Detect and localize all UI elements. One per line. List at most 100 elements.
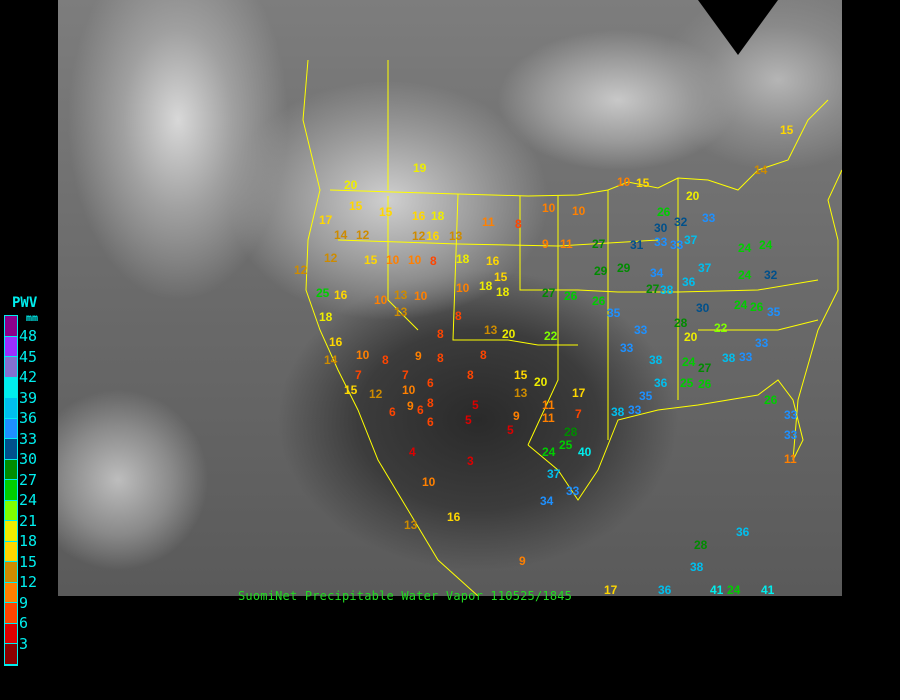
pwv-station-value: 27 xyxy=(646,282,660,296)
pwv-station-value: 24 xyxy=(542,445,556,459)
legend-label: 42 xyxy=(19,368,38,386)
pwv-station-value: 19 xyxy=(413,161,427,175)
pwv-station-value: 13 xyxy=(484,323,498,337)
pwv-station-value: 36 xyxy=(736,525,750,539)
pwv-station-value: 41 xyxy=(761,583,775,596)
pwv-station-value: 11 xyxy=(542,398,555,412)
legend-swatch xyxy=(5,439,17,460)
pwv-station-value: 6 xyxy=(427,376,434,390)
legend-label: 18 xyxy=(19,532,38,550)
legend-swatch xyxy=(5,623,17,644)
boundary-lines xyxy=(302,59,842,596)
pwv-station-value: 16 xyxy=(334,288,348,302)
legend-swatch xyxy=(5,541,17,562)
pacific-coast xyxy=(302,59,479,596)
pwv-station-value: 37 xyxy=(547,467,561,481)
pwv-station-value: 17 xyxy=(319,213,333,227)
pwv-station-value: 33 xyxy=(755,336,769,350)
pwv-station-value: 8 xyxy=(467,368,474,382)
pwv-station-value: 30 xyxy=(654,221,668,235)
pwv-station-value: 38 xyxy=(722,351,736,365)
pwv-station-value: 10 xyxy=(422,475,436,489)
pwv-station-value: 10 xyxy=(456,281,470,295)
map-caption: SuomiNet Precipitable Water Vapor 110525… xyxy=(238,589,573,603)
pwv-station-value: 15 xyxy=(780,123,794,137)
legend-title: PWV xyxy=(12,295,38,311)
pwv-station-value: 10 xyxy=(402,383,416,397)
pwv-station-value: 9 xyxy=(407,399,414,413)
legend-swatch xyxy=(5,603,17,624)
pwv-station-value: 24 xyxy=(727,583,741,596)
pwv-station-value: 38 xyxy=(611,405,625,419)
pwv-station-value: 38 xyxy=(660,283,674,297)
pwv-station-value: 18 xyxy=(496,285,510,299)
pwv-station-value: 14 xyxy=(334,228,348,242)
pwv-station-value: 4 xyxy=(409,445,416,459)
pwv-station-value: 13 xyxy=(404,518,418,532)
legend-label: 21 xyxy=(19,511,38,530)
pwv-station-value: 17 xyxy=(604,583,618,596)
legend-swatch xyxy=(5,562,17,583)
pwv-station-value: 22 xyxy=(714,321,728,335)
pwv-station-value: 18 xyxy=(431,209,445,223)
state-lines-1 xyxy=(387,196,419,331)
pwv-station-value: 20 xyxy=(502,327,516,341)
pwv-station-value: 15 xyxy=(364,253,378,267)
pwv-station-value: 33 xyxy=(620,341,634,355)
pwv-station-value: 10 xyxy=(408,253,422,267)
legend-color-bar xyxy=(4,315,18,666)
pwv-station-value: 25 xyxy=(316,286,330,300)
pwv-station-value: 27 xyxy=(542,286,556,300)
pwv-station-value: 9 xyxy=(513,409,520,423)
pwv-station-value: 37 xyxy=(698,261,712,275)
pwv-station-value: 16 xyxy=(447,510,461,524)
pwv-station-value: 5 xyxy=(465,413,472,427)
pwv-station-value: 9 xyxy=(415,349,422,363)
pwv-station-value: 24 xyxy=(738,241,752,255)
state-lines-2 xyxy=(452,193,578,346)
pwv-station-value: 32 xyxy=(764,268,778,282)
legend-label: 45 xyxy=(19,347,38,366)
pwv-station-value: 33 xyxy=(784,408,798,422)
pwv-station-value: 7 xyxy=(575,407,582,421)
legend-label: 48 xyxy=(19,327,38,345)
legend-label: 36 xyxy=(19,409,38,427)
pwv-station-value: 37 xyxy=(684,233,698,247)
pwv-station-value: 33 xyxy=(634,323,648,337)
pwv-station-value: 27 xyxy=(698,361,712,375)
legend-swatch xyxy=(5,336,17,357)
satellite-map: 19 20 15 15 16 18 17 14 12 12 16 13 11 8 10 10 9 11 27 29 12… xyxy=(58,0,842,596)
legend-unit: mm xyxy=(26,313,39,324)
pwv-station-value: 35 xyxy=(767,305,781,319)
pwv-station-value: 12 xyxy=(369,387,383,401)
pwv-station-value: 31 xyxy=(630,238,644,252)
pwv-station-value: 20 xyxy=(534,375,548,389)
legend-swatch xyxy=(5,582,17,603)
pwv-station-value: 8 xyxy=(455,309,462,323)
legend-swatch xyxy=(5,459,17,480)
pwv-station-value: 18 xyxy=(319,310,333,324)
pwv-station-value: 24 xyxy=(682,355,696,369)
pwv-station-value: 33 xyxy=(654,235,668,249)
pwv-station-value: 12 xyxy=(412,229,426,243)
legend-swatch xyxy=(5,357,17,378)
pwv-station-value: 38 xyxy=(690,560,704,574)
pwv-station-value: 8 xyxy=(427,396,434,410)
pwv-station-value: 12 xyxy=(294,263,308,277)
pwv-station-value: 35 xyxy=(607,306,621,320)
pwv-station-value: 16 xyxy=(426,229,440,243)
pwv-station-value: 32 xyxy=(674,215,688,229)
pwv-station-value: 15 xyxy=(636,176,650,190)
pwv-station-value: 10 xyxy=(356,348,370,362)
pwv-station-value: 5 xyxy=(507,423,514,437)
pwv-station-value: 26 xyxy=(592,294,606,308)
pwv-station-value: 26 xyxy=(564,289,578,303)
legend-label: 24 xyxy=(19,491,38,509)
pwv-station-value: 26 xyxy=(657,205,671,219)
legend-swatch xyxy=(5,398,17,419)
pwv-station-value: 5 xyxy=(472,398,479,412)
pwv-station-value: 11 xyxy=(560,237,573,251)
pwv-station-value: 40 xyxy=(578,445,592,459)
pwv-station-value: 10 xyxy=(617,175,631,189)
pwv-station-value: 15 xyxy=(379,205,393,219)
